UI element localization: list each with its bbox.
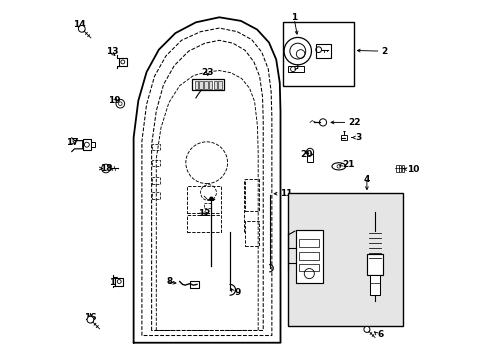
- Circle shape: [284, 37, 311, 65]
- Bar: [315, 44, 330, 58]
- Text: 13: 13: [106, 46, 119, 55]
- Bar: [288, 193, 402, 326]
- Text: 2: 2: [381, 46, 387, 55]
- Text: 5: 5: [311, 217, 317, 226]
- Bar: [82, 139, 91, 150]
- Text: 10: 10: [407, 165, 419, 174]
- Text: 23: 23: [201, 68, 214, 77]
- Bar: [244, 221, 258, 246]
- Bar: [213, 81, 217, 89]
- Bar: [91, 142, 95, 147]
- Bar: [369, 275, 379, 295]
- Bar: [283, 22, 353, 86]
- Bar: [119, 58, 126, 66]
- Bar: [396, 165, 398, 172]
- Text: 21: 21: [342, 161, 354, 169]
- Circle shape: [102, 164, 110, 173]
- Text: 17: 17: [66, 138, 79, 147]
- Bar: [218, 81, 222, 89]
- Circle shape: [319, 119, 326, 126]
- Circle shape: [78, 26, 85, 32]
- Circle shape: [116, 99, 124, 108]
- Text: 11: 11: [279, 189, 292, 198]
- Text: 9: 9: [234, 288, 240, 297]
- Bar: [288, 66, 303, 72]
- Bar: [189, 281, 199, 288]
- Text: 22: 22: [347, 118, 360, 127]
- Text: 7: 7: [387, 237, 394, 246]
- Circle shape: [363, 327, 369, 332]
- Text: 20: 20: [300, 150, 312, 158]
- Bar: [208, 81, 212, 89]
- Bar: [151, 144, 159, 150]
- Bar: [244, 179, 258, 211]
- Text: 8: 8: [166, 277, 172, 286]
- Text: 14: 14: [72, 20, 85, 29]
- Circle shape: [87, 316, 94, 323]
- Text: 3: 3: [355, 133, 361, 142]
- Bar: [340, 135, 346, 140]
- Bar: [306, 152, 312, 162]
- Bar: [199, 81, 203, 89]
- Bar: [151, 192, 159, 199]
- Text: 4: 4: [363, 175, 369, 184]
- Bar: [366, 254, 382, 275]
- Circle shape: [306, 148, 313, 156]
- Bar: [401, 165, 404, 172]
- Bar: [151, 177, 159, 184]
- Text: 12: 12: [197, 209, 210, 217]
- Bar: [151, 160, 159, 166]
- Bar: [399, 165, 401, 172]
- Bar: [186, 215, 221, 232]
- Text: 15: 15: [108, 278, 121, 287]
- Bar: [295, 230, 322, 283]
- Bar: [115, 278, 123, 285]
- Text: 6: 6: [377, 330, 383, 338]
- Bar: [186, 186, 221, 213]
- Bar: [192, 79, 224, 90]
- Text: 16: 16: [84, 313, 97, 322]
- Text: 18: 18: [100, 164, 112, 173]
- Bar: [299, 239, 318, 247]
- Text: 19: 19: [108, 95, 120, 104]
- Bar: [204, 203, 210, 208]
- Circle shape: [209, 197, 213, 201]
- Bar: [194, 81, 198, 89]
- Bar: [299, 264, 318, 271]
- Bar: [204, 81, 207, 89]
- Text: 1: 1: [290, 13, 297, 22]
- Bar: [299, 252, 318, 260]
